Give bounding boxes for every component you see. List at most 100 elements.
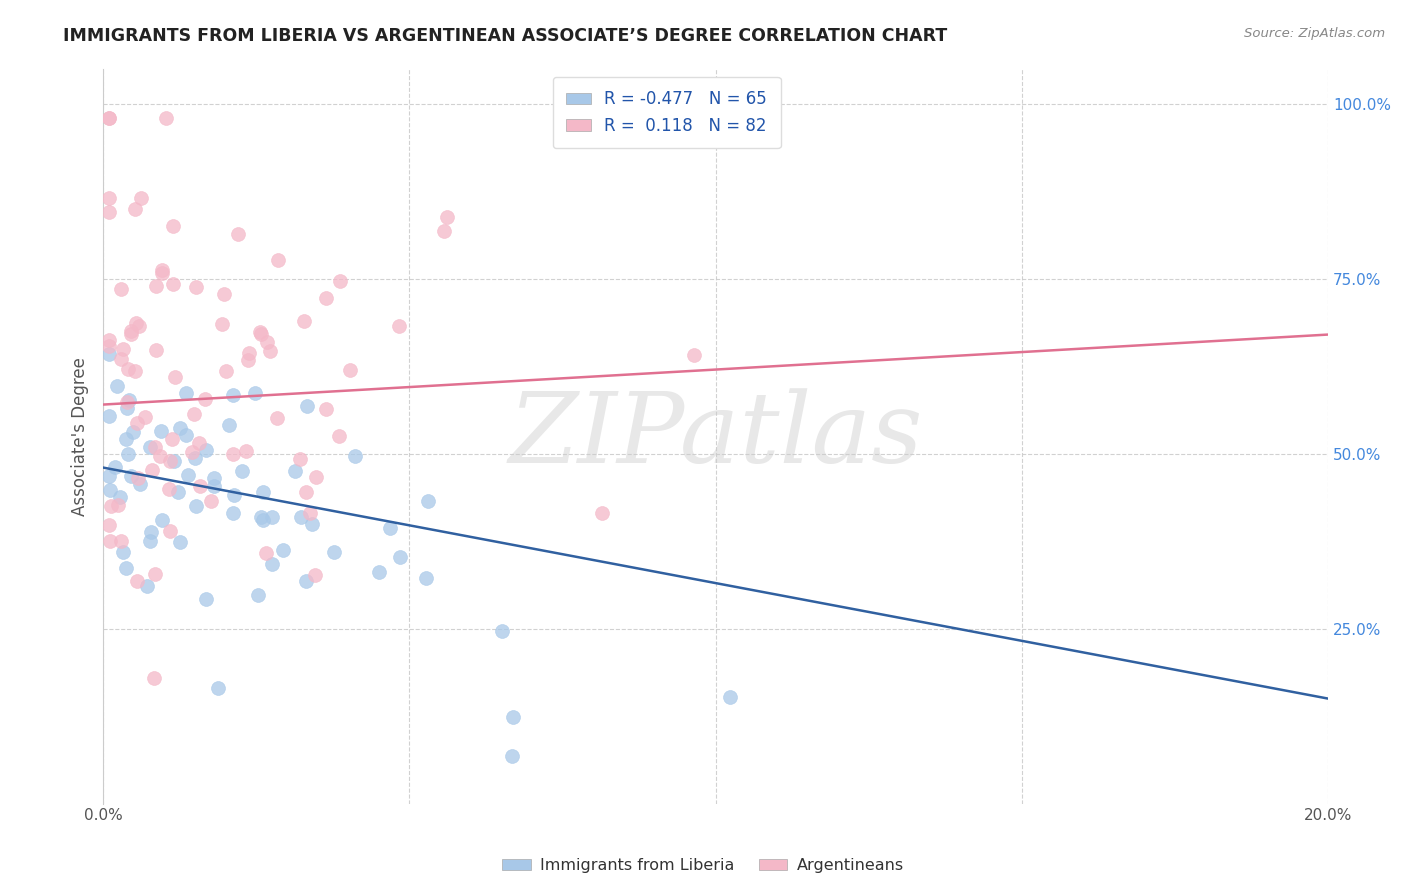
Point (304, 567, 326, 582)
Point (141, 524, 163, 539)
Point (148, 449, 170, 463)
Point (501, 749, 523, 764)
Point (167, 484, 190, 499)
Point (222, 488, 245, 502)
Point (246, 588, 269, 602)
Point (195, 591, 218, 606)
Point (295, 574, 318, 588)
Point (433, 224, 456, 238)
Point (212, 287, 235, 301)
Point (294, 484, 316, 499)
Point (388, 318, 411, 333)
Point (502, 709, 524, 723)
Point (222, 388, 245, 402)
Point (290, 510, 312, 524)
Legend: Immigrants from Liberia, Argentineans: Immigrants from Liberia, Argentineans (495, 852, 911, 880)
Point (129, 191, 152, 205)
Point (159, 454, 181, 468)
Point (207, 681, 229, 695)
Point (222, 447, 245, 461)
Point (98, 518, 121, 533)
Point (284, 463, 307, 477)
Point (344, 450, 367, 464)
Text: IMMIGRANTS FROM LIBERIA VS ARGENTINEAN ASSOCIATE’S DEGREE CORRELATION CHART: IMMIGRANTS FROM LIBERIA VS ARGENTINEAN A… (63, 27, 948, 45)
Point (249, 325, 271, 339)
Point (150, 425, 173, 439)
Point (135, 579, 157, 593)
Point (115, 401, 138, 415)
Point (231, 464, 253, 478)
Point (120, 469, 142, 483)
Point (128, 477, 150, 491)
Point (98, 468, 121, 483)
Point (128, 318, 150, 333)
Point (98, 339, 121, 353)
Point (249, 509, 271, 524)
Point (134, 410, 156, 425)
Point (169, 535, 191, 549)
Point (683, 348, 706, 362)
Point (250, 327, 273, 342)
Point (254, 546, 277, 560)
Point (181, 444, 204, 458)
Point (235, 444, 257, 458)
Point (259, 343, 281, 358)
Point (143, 671, 166, 685)
Point (252, 485, 274, 500)
Point (125, 574, 148, 588)
Point (98, 483, 121, 498)
Point (110, 351, 132, 366)
Point (222, 506, 245, 520)
Point (378, 521, 401, 535)
Text: Source: ZipAtlas.com: Source: ZipAtlas.com (1244, 27, 1385, 40)
Point (141, 463, 163, 477)
Point (98, 205, 121, 219)
Point (108, 491, 131, 505)
Point (388, 550, 411, 565)
Point (174, 427, 197, 442)
Point (120, 324, 142, 338)
Point (299, 506, 322, 520)
Point (160, 432, 183, 446)
Point (115, 561, 138, 575)
Point (162, 277, 184, 292)
Point (163, 454, 186, 468)
Point (122, 425, 145, 439)
Point (98, 111, 121, 125)
Point (117, 362, 139, 376)
Point (150, 263, 173, 277)
Point (188, 479, 211, 493)
Point (145, 566, 167, 581)
Point (150, 266, 173, 280)
Point (124, 363, 146, 377)
Point (194, 392, 217, 407)
Point (304, 470, 326, 484)
Point (591, 506, 613, 520)
Point (98, 346, 121, 360)
Point (159, 524, 181, 538)
Point (125, 417, 148, 431)
Point (183, 451, 205, 466)
Point (323, 544, 346, 558)
Point (236, 353, 259, 368)
Point (262, 510, 284, 524)
Point (292, 314, 315, 328)
Point (226, 227, 249, 242)
Point (157, 483, 180, 497)
Point (436, 210, 458, 224)
Point (339, 363, 361, 377)
Point (215, 364, 238, 378)
Point (218, 418, 240, 433)
Point (98, 409, 121, 424)
Point (110, 282, 132, 296)
Point (415, 571, 437, 585)
Point (145, 279, 167, 293)
Point (117, 447, 139, 461)
Point (491, 624, 513, 639)
Y-axis label: Associate's Degree: Associate's Degree (72, 357, 89, 516)
Point (155, 111, 177, 125)
Point (252, 512, 274, 526)
Point (266, 252, 288, 267)
Point (184, 280, 207, 294)
Point (290, 451, 312, 466)
